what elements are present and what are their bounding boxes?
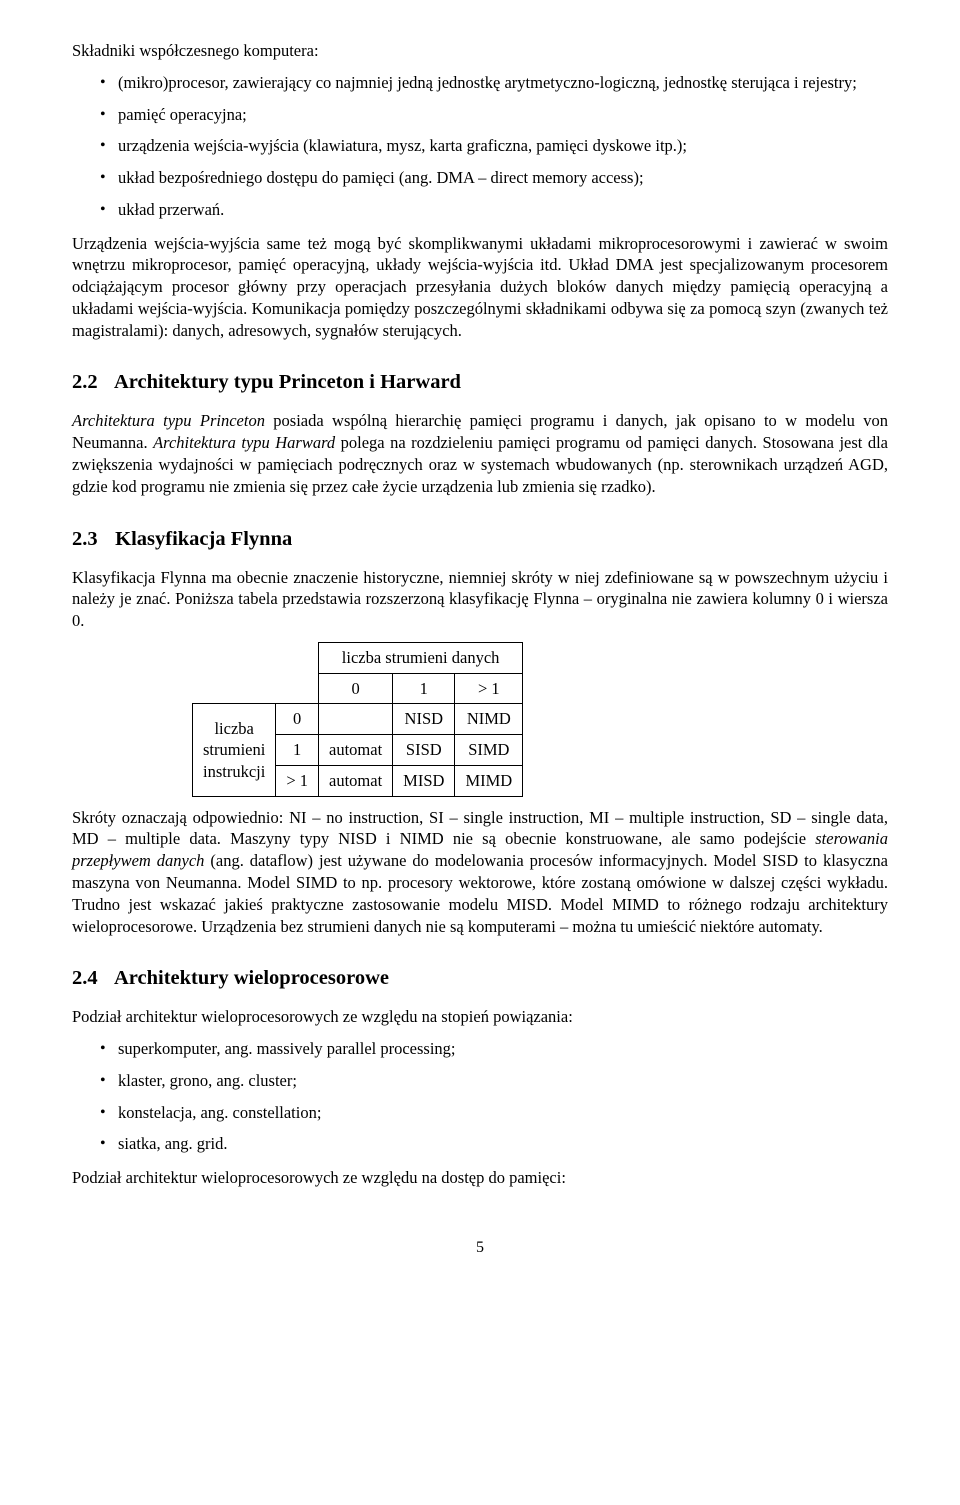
col-key-1: 1 <box>393 673 455 704</box>
flynn-table-wrapper: liczba strumieni danych 0 1 > 1 liczba s… <box>192 642 888 797</box>
list-item: układ przerwań. <box>100 199 888 221</box>
cell: NISD <box>393 704 455 735</box>
cell: SIMD <box>455 735 523 766</box>
col-key-gt1: > 1 <box>455 673 523 704</box>
page-number: 5 <box>72 1237 888 1258</box>
row-key-1: 1 <box>276 735 319 766</box>
row-header-line1: liczba <box>214 719 253 738</box>
section-number: 2.4 <box>72 965 110 992</box>
row-key-0: 0 <box>276 704 319 735</box>
intro-line: Składniki współczesnego komputera: <box>72 40 888 62</box>
col-key-0: 0 <box>319 673 393 704</box>
list-item: superkomputer, ang. massively parallel p… <box>100 1038 888 1060</box>
list-item: układ bezpośredniego dostępu do pamięci … <box>100 167 888 189</box>
section-title: Klasyfikacja Flynna <box>115 528 292 550</box>
sec24-para2: Podział architektur wieloprocesorowych z… <box>72 1167 888 1189</box>
empty-cell <box>276 642 319 673</box>
sec23-after-paragraph: Skróty oznaczają odpowiednio: NI – no in… <box>72 807 888 938</box>
list-item: (mikro)procesor, zawierający co najmniej… <box>100 72 888 94</box>
row-group-header: liczba strumieni instrukcji <box>193 704 276 796</box>
list-item: klaster, grono, ang. cluster; <box>100 1070 888 1092</box>
list-item: konstelacja, ang. constellation; <box>100 1102 888 1124</box>
section-2-3-heading: 2.3 Klasyfikacja Flynna <box>72 526 888 553</box>
cell: MIMD <box>455 765 523 796</box>
section-number: 2.2 <box>72 369 110 396</box>
col-group-header: liczba strumieni danych <box>319 642 523 673</box>
term-harward: Architektura typu Harward <box>153 433 335 452</box>
flynn-table: liczba strumieni danych 0 1 > 1 liczba s… <box>192 642 523 797</box>
sec23-intro-paragraph: Klasyfikacja Flynna ma obecnie znaczenie… <box>72 567 888 632</box>
section-number: 2.3 <box>72 526 110 553</box>
multiproc-list: superkomputer, ang. massively parallel p… <box>72 1038 888 1155</box>
section-title: Architektury wieloprocesorowe <box>114 967 389 989</box>
section-2-4-heading: 2.4 Architektury wieloprocesorowe <box>72 965 888 992</box>
term-princeton: Architektura typu Princeton <box>72 411 265 430</box>
row-key-gt1: > 1 <box>276 765 319 796</box>
cell: automat <box>319 765 393 796</box>
cell: SISD <box>393 735 455 766</box>
page: Składniki współczesnego komputera: (mikr… <box>0 0 960 1298</box>
section-title: Architektury typu Princeton i Harward <box>114 371 461 393</box>
cell: MISD <box>393 765 455 796</box>
sec22-paragraph: Architektura typu Princeton posiada wspó… <box>72 410 888 497</box>
cell <box>319 704 393 735</box>
io-paragraph: Urządzenia wejścia-wyjścia same też mogą… <box>72 233 888 342</box>
text: Skróty oznaczają odpowiednio: NI – no in… <box>72 808 888 849</box>
list-item: pamięć operacyjna; <box>100 104 888 126</box>
cell: NIMD <box>455 704 523 735</box>
list-item: siatka, ang. grid. <box>100 1133 888 1155</box>
empty-cell <box>193 642 276 704</box>
empty-cell <box>276 673 319 704</box>
row-header-line2: strumieni <box>203 740 265 759</box>
section-2-2-heading: 2.2 Architektury typu Princeton i Harwar… <box>72 369 888 396</box>
row-header-line3: instrukcji <box>203 762 265 781</box>
components-list: (mikro)procesor, zawierający co najmniej… <box>72 72 888 221</box>
sec24-para1: Podział architektur wieloprocesorowych z… <box>72 1006 888 1028</box>
cell: automat <box>319 735 393 766</box>
list-item: urządzenia wejścia-wyjścia (klawiatura, … <box>100 135 888 157</box>
